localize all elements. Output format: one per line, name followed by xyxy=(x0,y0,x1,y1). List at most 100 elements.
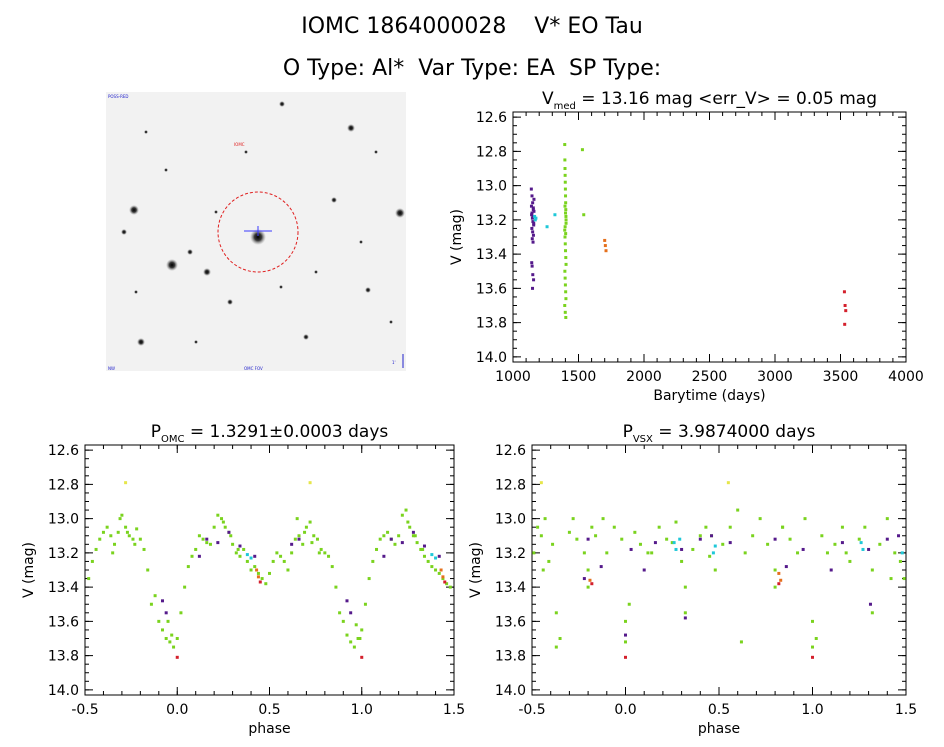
star-22 xyxy=(279,285,283,289)
data-point-green xyxy=(131,537,135,541)
y-tick-label: 12.6 xyxy=(495,443,526,459)
star-13 xyxy=(374,150,378,154)
data-point-green xyxy=(87,577,91,581)
data-point-green xyxy=(317,551,321,555)
data-point-green xyxy=(558,636,562,640)
x-tick-label: 3000 xyxy=(757,369,793,385)
data-point-green xyxy=(781,525,785,529)
star-17 xyxy=(214,210,218,214)
data-point-red xyxy=(360,655,364,659)
data-point-red xyxy=(811,655,814,659)
data-point-green xyxy=(844,551,848,555)
y-tick-label: 13.4 xyxy=(48,580,79,596)
data-point-purple xyxy=(840,541,844,545)
data-point-green xyxy=(430,565,434,569)
x-axis-label: Barytime (days) xyxy=(653,388,765,404)
chart-title-rest: = 13.16 mag <err_V> = 0.05 mag xyxy=(576,89,877,109)
star-7 xyxy=(137,338,145,346)
star-field xyxy=(121,101,405,346)
chart-title-rest: = 1.3291±0.0003 days xyxy=(184,422,388,442)
data-point-green xyxy=(301,542,305,546)
data-point-purple xyxy=(253,554,257,558)
data-point-green xyxy=(751,534,755,538)
star-20 xyxy=(194,340,198,344)
data-point-purple xyxy=(205,537,209,541)
data-point-cyan xyxy=(713,544,717,548)
data-point-green xyxy=(803,517,807,521)
x-tick-label: 0.5 xyxy=(708,702,730,718)
y-tick-label: 12.8 xyxy=(476,144,507,160)
data-point-green xyxy=(260,577,264,581)
data-point-red xyxy=(843,322,847,326)
x-tick-label: 4000 xyxy=(888,369,924,385)
data-point-green xyxy=(183,585,187,589)
data-point-green xyxy=(627,602,631,606)
data-point-green xyxy=(448,585,452,589)
data-point-green xyxy=(334,585,338,589)
data-point-orange xyxy=(779,578,783,582)
data-point-purple xyxy=(238,544,242,548)
data-point-green xyxy=(582,551,586,555)
y-tick-label: 13.6 xyxy=(48,614,79,630)
data-point-purple xyxy=(164,611,168,615)
x-tick-label: -0.5 xyxy=(71,702,98,718)
data-point-orange xyxy=(255,568,259,572)
data-point-purple xyxy=(531,220,535,224)
data-point-green xyxy=(231,542,235,546)
data-point-green xyxy=(421,547,425,551)
data-point-green xyxy=(601,517,605,521)
data-point-orange xyxy=(441,575,445,579)
data-point-green xyxy=(170,633,174,637)
data-point-green xyxy=(683,611,687,615)
y-tick-label: 13.2 xyxy=(48,546,79,562)
data-point-green xyxy=(354,623,358,627)
data-point-purple xyxy=(297,537,301,541)
data-point-green xyxy=(120,513,124,517)
data-point-green xyxy=(330,565,334,569)
data-point-green xyxy=(172,645,176,649)
star-11 xyxy=(187,249,193,255)
y-tick-label: 13.0 xyxy=(495,512,526,528)
data-point-purple xyxy=(773,537,777,541)
data-point-cyan xyxy=(711,551,715,555)
data-point-purple xyxy=(531,233,535,237)
data-point-cyan xyxy=(534,216,538,220)
data-point-red xyxy=(844,309,848,313)
data-point-green xyxy=(208,542,212,546)
data-point-green xyxy=(256,571,260,575)
data-point-green xyxy=(127,534,131,538)
data-point-purple xyxy=(530,226,534,230)
data-point-green xyxy=(358,636,362,640)
chart-title-main: P xyxy=(151,422,161,442)
data-point-green xyxy=(563,235,567,239)
data-point-green xyxy=(564,315,568,319)
image-label-red: IOMC xyxy=(234,142,245,147)
x-tick-label: 1000 xyxy=(495,369,531,385)
data-point-purple xyxy=(532,209,536,213)
data-point-green xyxy=(190,554,194,558)
star-19 xyxy=(144,130,148,134)
data-point-purple xyxy=(382,554,386,558)
data-point-green xyxy=(419,547,423,551)
chart-title-sub: VSX xyxy=(633,434,653,445)
data-point-green xyxy=(282,559,286,563)
data-point-green xyxy=(563,180,567,184)
data-point-green xyxy=(345,633,349,637)
chart-title: Vmed = 13.16 mag <err_V> = 0.05 mag xyxy=(542,89,877,112)
data-point-purple xyxy=(885,537,889,541)
y-tick-label: 13.4 xyxy=(495,580,526,596)
data-point-purple xyxy=(531,206,535,210)
data-point-green xyxy=(586,568,590,572)
image-label-bottom-right: 1' xyxy=(392,360,396,365)
data-point-green xyxy=(441,577,445,581)
y-tick-label: 14.0 xyxy=(476,350,507,366)
data-point-green xyxy=(216,513,220,517)
star-21 xyxy=(359,240,363,244)
data-point-green xyxy=(113,542,117,546)
data-point-purple xyxy=(345,599,349,603)
y-axis-label: V (mag) xyxy=(449,209,465,265)
data-point-green xyxy=(279,554,283,558)
data-point-green xyxy=(371,559,375,563)
y-tick-label: 13.8 xyxy=(48,649,79,665)
